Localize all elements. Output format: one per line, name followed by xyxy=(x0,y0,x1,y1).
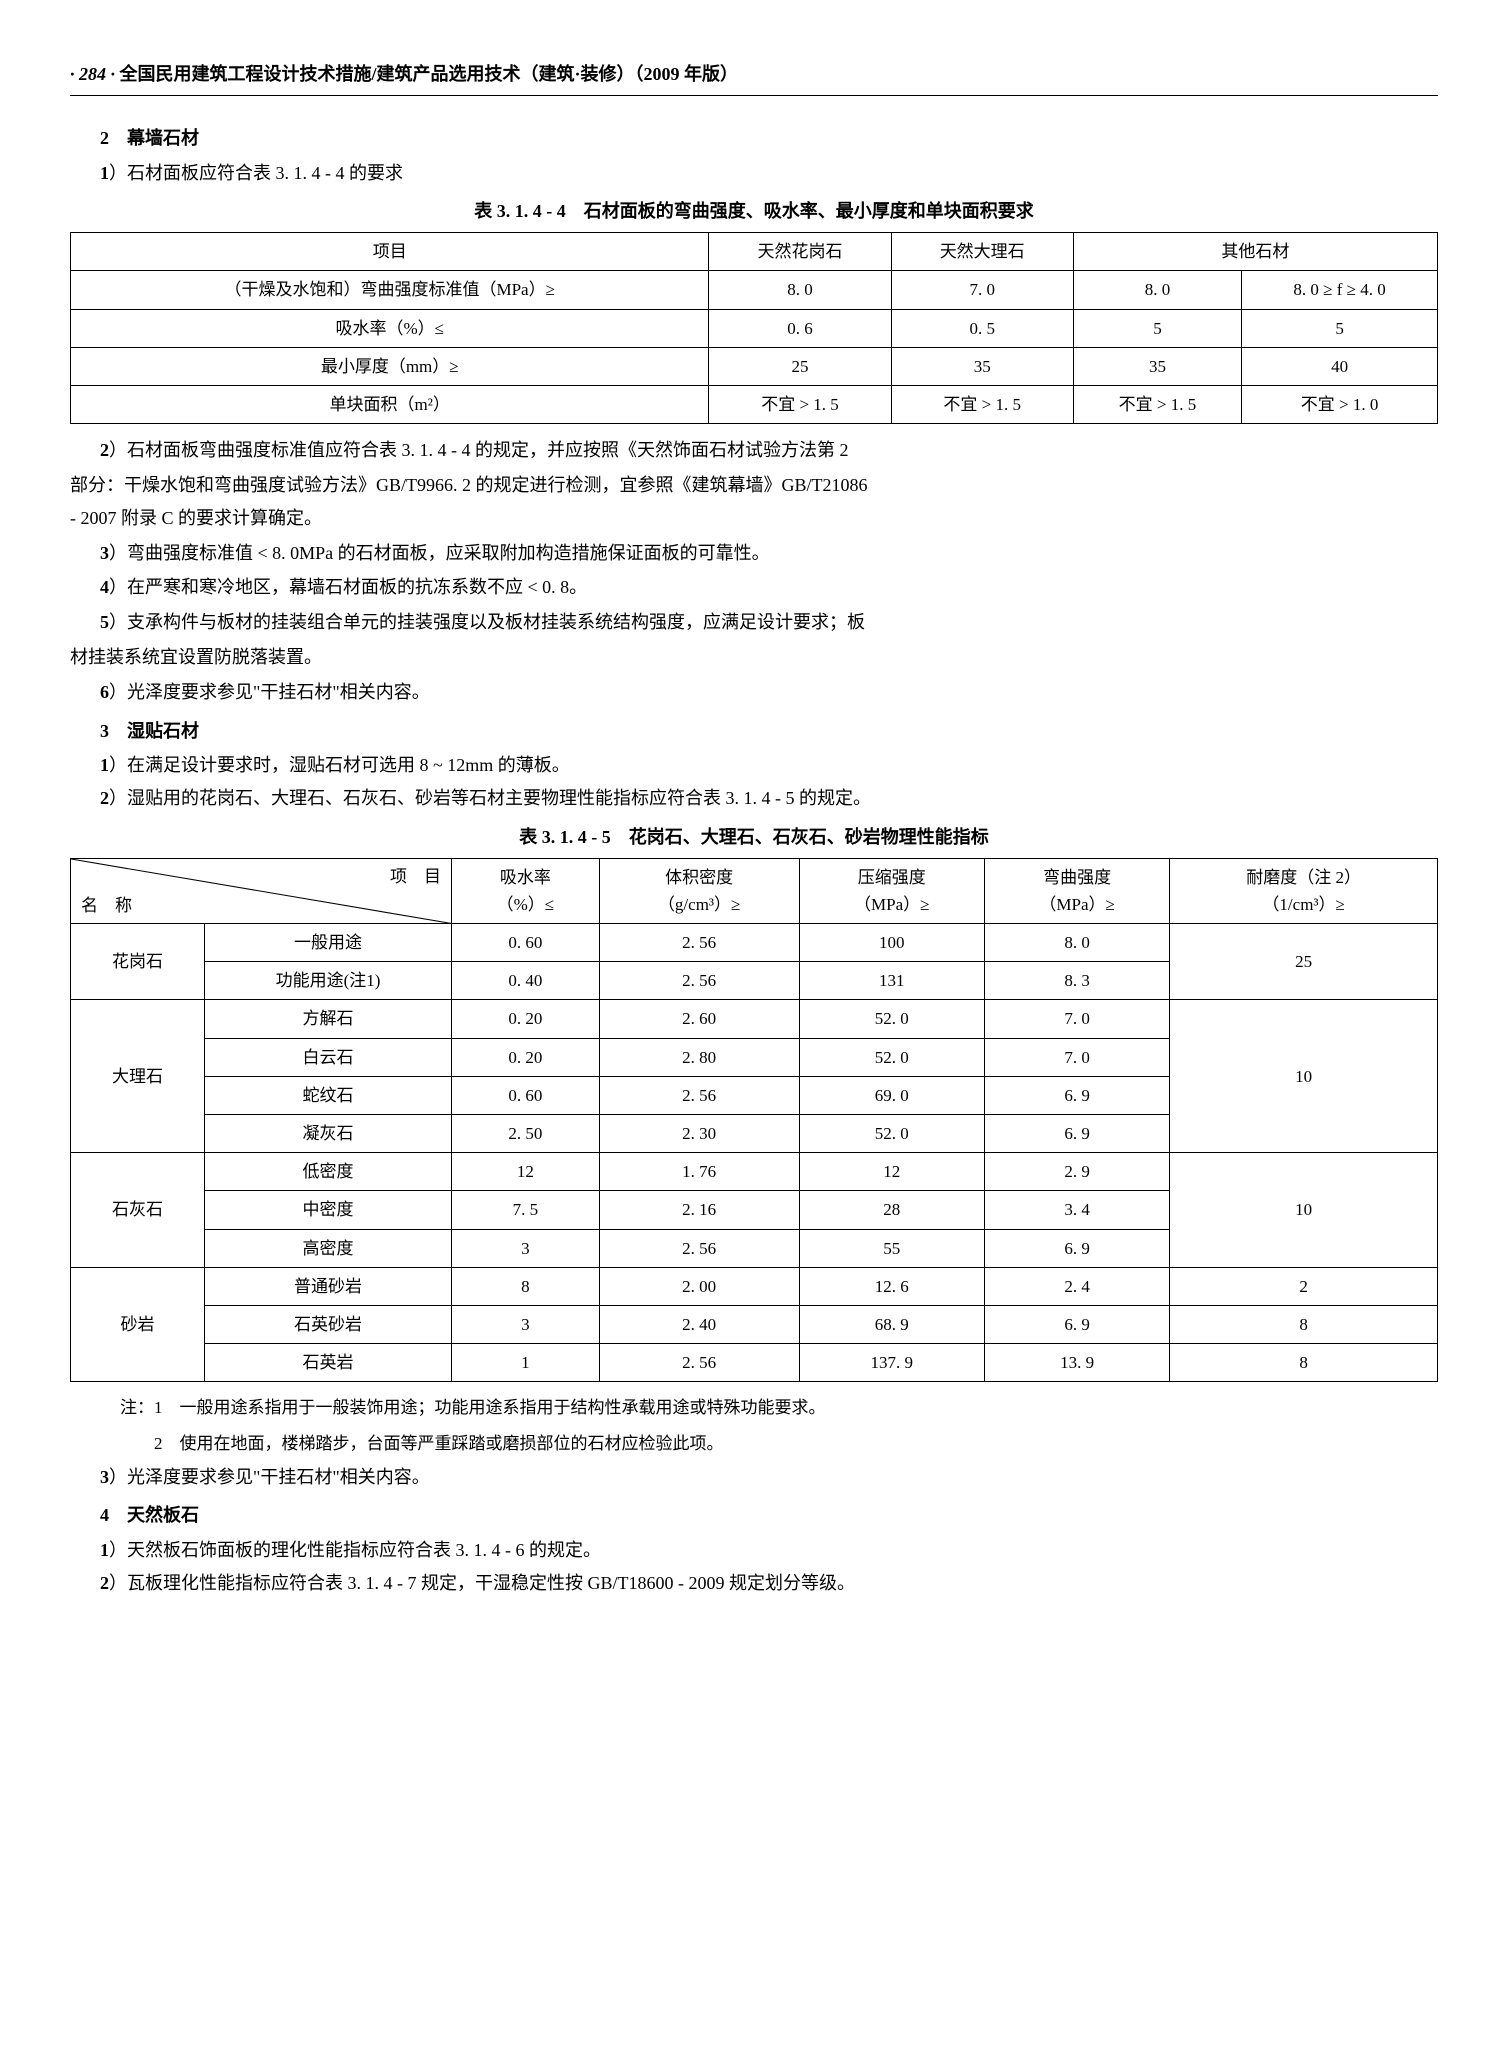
t2-g3: 石灰石 xyxy=(71,1153,205,1268)
t1-r3-c4: 40 xyxy=(1242,347,1438,385)
t1-r4-label: 单块面积（m²） xyxy=(71,385,709,423)
t1-r4-c2: 不宜 > 1. 5 xyxy=(891,385,1073,423)
para-2c: - 2007 附录 C 的要求计算确定。 xyxy=(70,504,1438,533)
t1-r3-c3: 35 xyxy=(1073,347,1241,385)
t1-r2-c1: 0. 6 xyxy=(709,309,891,347)
para-3: 3）弯曲强度标准值 < 8. 0MPa 的石材面板，应采取附加构造措施保证面板的… xyxy=(100,539,1438,568)
sec3-item1: 1）在满足设计要求时，湿贴石材可选用 8 ~ 12mm 的薄板。 xyxy=(100,751,1438,780)
sec4-item2: 2）瓦板理化性能指标应符合表 3. 1. 4 - 7 规定，干湿稳定性按 GB/… xyxy=(100,1569,1438,1598)
t1-r1-label: （干燥及水饱和）弯曲强度标准值（MPa）≥ xyxy=(71,271,709,309)
header-title: 全国民用建筑工程设计技术措施/ xyxy=(120,64,377,84)
sec4-title: 4 天然板石 xyxy=(100,1501,1438,1530)
t2-g2: 大理石 xyxy=(71,1000,205,1153)
para-4: 4）在严寒和寒冷地区，幕墙石材面板的抗冻系数不应 < 0. 8。 xyxy=(100,573,1438,602)
page-header: · 284 · 全国民用建筑工程设计技术措施/建筑产品选用技术（建筑·装修）（2… xyxy=(70,60,1438,96)
para-5b: 材挂装系统宜设置防脱落装置。 xyxy=(70,643,1438,672)
table2-caption: 表 3. 1. 4 - 5 花岗石、大理石、石灰石、砂岩物理性能指标 xyxy=(70,823,1438,852)
sec2-title: 2 幕墙石材 xyxy=(100,124,1438,153)
note-2: 2 使用在地面，楼梯踏步，台面等严重踩踏或磨损部位的石材应检验此项。 xyxy=(120,1430,1438,1457)
para-2b: 部分：干燥水饱和弯曲强度试验方法》GB/T9966. 2 的规定进行检测，宜参照… xyxy=(70,471,1438,500)
t2-h3: 压缩强度（MPa）≥ xyxy=(799,858,984,923)
para2-3: 3）光泽度要求参见"干挂石材"相关内容。 xyxy=(100,1463,1438,1492)
t1-r2-c3: 5 xyxy=(1073,309,1241,347)
t1-h-c1: 天然花岗石 xyxy=(709,233,891,271)
t1-r1-c1: 8. 0 xyxy=(709,271,891,309)
t1-h-c2: 天然大理石 xyxy=(891,233,1073,271)
t2-diag-bot: 名 称 xyxy=(81,892,132,919)
t2-g1: 花岗石 xyxy=(71,924,205,1000)
t2-h4: 弯曲强度（MPa）≥ xyxy=(984,858,1169,923)
t2-g4: 砂岩 xyxy=(71,1267,205,1382)
t1-r1-c4: 8. 0 ≥ f ≥ 4. 0 xyxy=(1242,271,1438,309)
t1-r2-label: 吸水率（%）≤ xyxy=(71,309,709,347)
t1-r2-c4: 5 xyxy=(1242,309,1438,347)
t1-r3-c2: 35 xyxy=(891,347,1073,385)
t2-diag-header: 项 目 名 称 xyxy=(71,858,452,923)
table1-caption: 表 3. 1. 4 - 4 石材面板的弯曲强度、吸水率、最小厚度和单块面积要求 xyxy=(70,197,1438,226)
para-5: 55）支承构件与板材的挂装组合单元的挂装强度以及板材挂装系统结构强度，应满足设计… xyxy=(100,608,1438,637)
t2-h2: 体积密度（g/cm³）≥ xyxy=(599,858,799,923)
t1-r1-c3: 8. 0 xyxy=(1073,271,1241,309)
t2-h5: 耐磨度（注 2）（1/cm³）≥ xyxy=(1170,858,1438,923)
t1-r1-c2: 7. 0 xyxy=(891,271,1073,309)
sec4-item1: 1）天然板石饰面板的理化性能指标应符合表 3. 1. 4 - 6 的规定。 xyxy=(100,1536,1438,1565)
t1-r3-label: 最小厚度（mm）≥ xyxy=(71,347,709,385)
header-bold1: 建筑产品选用技术（建筑·装修） xyxy=(377,64,635,84)
table-3-1-4-5: 项 目 名 称 吸水率（%）≤ 体积密度（g/cm³）≥ 压缩强度（MPa）≥ … xyxy=(70,858,1438,1383)
t1-r2-c2: 0. 5 xyxy=(891,309,1073,347)
sec3-item2: 2）湿贴用的花岗石、大理石、石灰石、砂岩等石材主要物理性能指标应符合表 3. 1… xyxy=(100,784,1438,813)
t1-r4-c4: 不宜 > 1. 0 xyxy=(1242,385,1438,423)
t1-h-c3: 其他石材 xyxy=(1073,233,1437,271)
t2-diag-top: 项 目 xyxy=(390,863,441,890)
page-number: · 284 · xyxy=(70,64,115,84)
t1-h-item: 项目 xyxy=(71,233,709,271)
t1-r4-c3: 不宜 > 1. 5 xyxy=(1073,385,1241,423)
t2-g1r1: 一般用途 xyxy=(205,924,452,962)
para-6: 6）光泽度要求参见"干挂石材"相关内容。 xyxy=(100,678,1438,707)
t1-r4-c1: 不宜 > 1. 5 xyxy=(709,385,891,423)
sec3-title: 3 湿贴石材 xyxy=(100,717,1438,746)
para-2: 22）石材面板弯曲强度标准值应符合表 3. 1. 4 - 4 的规定，并应按照《… xyxy=(100,436,1438,465)
table-3-1-4-4: 项目 天然花岗石 天然大理石 其他石材 （干燥及水饱和）弯曲强度标准值（MPa）… xyxy=(70,232,1438,424)
note-1: 注：1 一般用途系指用于一般装饰用途；功能用途系指用于结构性承载用途或特殊功能要… xyxy=(120,1394,1438,1421)
header-bold2: （2009 年版） xyxy=(635,64,739,84)
sec2-item1: 1）1）石材面板应符合表 3. 1. 4 - 4 的要求石材面板应符合表 3. … xyxy=(100,159,1438,188)
t1-r3-c1: 25 xyxy=(709,347,891,385)
t2-h1: 吸水率（%）≤ xyxy=(451,858,599,923)
t2-g1r2: 功能用途(注1) xyxy=(205,962,452,1000)
